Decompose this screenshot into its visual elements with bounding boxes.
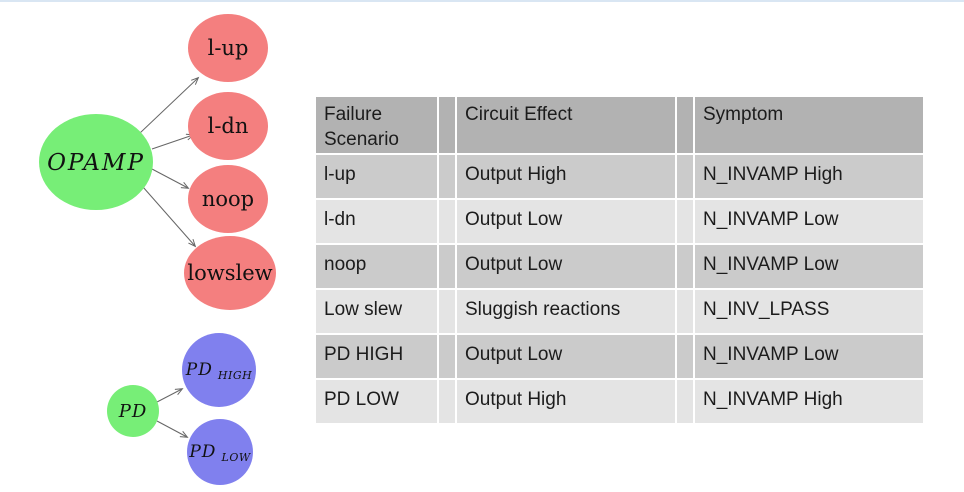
node-pd: PD bbox=[107, 385, 159, 437]
failure-scenario-table: Failure Scenario Circuit Effect Symptom … bbox=[314, 95, 925, 425]
node-lup-label: l-up bbox=[208, 36, 249, 60]
cell-symptom: N_INVAMP Low bbox=[695, 245, 923, 288]
spacer-cell bbox=[677, 380, 693, 423]
node-noop: noop bbox=[188, 165, 268, 233]
cell-symptom: N_INVAMP High bbox=[695, 155, 923, 198]
node-opamp-label: OPAMP bbox=[47, 150, 145, 176]
node-opamp: OPAMP bbox=[39, 114, 153, 210]
cell-scenario: PD LOW bbox=[316, 380, 437, 423]
edge-arrow-opamp-lup bbox=[139, 76, 200, 134]
cell-scenario: l-up bbox=[316, 155, 437, 198]
table-row: l-up Output High N_INVAMP High bbox=[316, 155, 923, 198]
node-lowslew: lowslew bbox=[184, 236, 276, 310]
node-noop-label: noop bbox=[202, 187, 254, 211]
cell-scenario: PD HIGH bbox=[316, 335, 437, 378]
cell-effect: Output Low bbox=[457, 245, 675, 288]
node-opamp-shape bbox=[39, 114, 153, 210]
fault-tree-diagram: OPAMP l-up l-dn noop lowslew PD bbox=[39, 14, 276, 485]
cell-effect: Output High bbox=[457, 380, 675, 423]
table-header-row: Failure Scenario Circuit Effect Symptom bbox=[316, 97, 923, 153]
node-pd-shape bbox=[107, 385, 159, 437]
node-pd-label: PD bbox=[118, 401, 148, 422]
spacer-cell bbox=[677, 335, 693, 378]
spacer-cell bbox=[439, 200, 455, 243]
edge-arrow-opamp-noop bbox=[151, 168, 190, 189]
edge-arrow-pd-high bbox=[156, 388, 184, 403]
edge-arrow-opamp-lowslew bbox=[142, 186, 197, 248]
node-pd-high-label: PD HIGH bbox=[185, 360, 253, 382]
node-noop-shape bbox=[188, 165, 268, 233]
cell-scenario: noop bbox=[316, 245, 437, 288]
cell-effect: Output Low bbox=[457, 335, 675, 378]
cell-symptom: N_INVAMP Low bbox=[695, 335, 923, 378]
table-row: noop Output Low N_INVAMP Low bbox=[316, 245, 923, 288]
node-pd-low: PD LOW bbox=[187, 419, 253, 485]
cell-scenario: Low slew bbox=[316, 290, 437, 333]
cell-effect: Sluggish reactions bbox=[457, 290, 675, 333]
node-lup: l-up bbox=[188, 14, 268, 82]
top-border-strip bbox=[0, 0, 964, 2]
cell-scenario: l-dn bbox=[316, 200, 437, 243]
spacer-cell bbox=[439, 380, 455, 423]
node-pd-low-label: PD LOW bbox=[188, 442, 251, 464]
header-spacer-cell-1 bbox=[439, 97, 455, 153]
header-cell-symptom: Symptom bbox=[695, 97, 923, 153]
spacer-cell bbox=[677, 245, 693, 288]
table-row: l-dn Output Low N_INVAMP Low bbox=[316, 200, 923, 243]
edge-arrow-pd-low bbox=[156, 420, 189, 438]
spacer-cell bbox=[677, 200, 693, 243]
header-cell-failure-scenario: Failure Scenario bbox=[316, 97, 437, 153]
cell-symptom: N_INVAMP High bbox=[695, 380, 923, 423]
node-pd-low-shape bbox=[187, 419, 253, 485]
node-lup-shape bbox=[188, 14, 268, 82]
header-spacer-cell-2 bbox=[677, 97, 693, 153]
edge-arrow-opamp-ldn bbox=[151, 133, 195, 150]
node-lowslew-shape bbox=[184, 236, 276, 310]
cell-effect: Output High bbox=[457, 155, 675, 198]
cell-symptom: N_INV_LPASS bbox=[695, 290, 923, 333]
node-pd-high-shape bbox=[182, 333, 256, 407]
spacer-cell bbox=[439, 290, 455, 333]
spacer-cell bbox=[439, 245, 455, 288]
cell-effect: Output Low bbox=[457, 200, 675, 243]
node-ldn-shape bbox=[188, 92, 268, 160]
opamp-tree-edges bbox=[139, 76, 200, 248]
spacer-cell bbox=[677, 155, 693, 198]
spacer-cell bbox=[439, 335, 455, 378]
table-row: PD LOW Output High N_INVAMP High bbox=[316, 380, 923, 423]
pd-tree-edges bbox=[156, 388, 189, 438]
node-lowslew-label: lowslew bbox=[187, 261, 272, 285]
spacer-cell bbox=[677, 290, 693, 333]
table-row: PD HIGH Output Low N_INVAMP Low bbox=[316, 335, 923, 378]
header-cell-circuit-effect: Circuit Effect bbox=[457, 97, 675, 153]
node-ldn-label: l-dn bbox=[208, 114, 249, 138]
table-row: Low slew Sluggish reactions N_INV_LPASS bbox=[316, 290, 923, 333]
node-pd-high: PD HIGH bbox=[182, 333, 256, 407]
spacer-cell bbox=[439, 155, 455, 198]
cell-symptom: N_INVAMP Low bbox=[695, 200, 923, 243]
node-ldn: l-dn bbox=[188, 92, 268, 160]
